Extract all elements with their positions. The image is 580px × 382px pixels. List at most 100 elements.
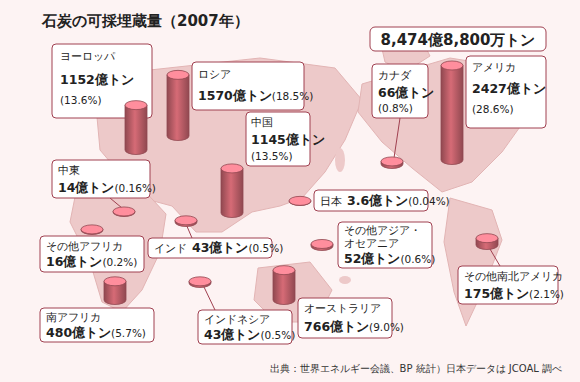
cylinder-top [167, 70, 189, 79]
value-label: 52億トン [344, 251, 400, 266]
data-label: 中東 [58, 164, 80, 176]
cylinder [311, 239, 333, 250]
cylinder [381, 157, 403, 169]
label-box [192, 62, 304, 110]
labels: ヨーロッパ 1152億トン (13.6%) ロシア 1570億トン(18.5%) 中国 11… [40, 44, 564, 344]
data-label: その他アフリカ [46, 240, 123, 252]
cylinder-top [113, 207, 135, 216]
value-label: 2427億トン [472, 81, 546, 96]
cylinder-top [189, 277, 211, 286]
cylinder [476, 234, 498, 250]
category-label: インド [154, 242, 187, 254]
cylinder [125, 101, 147, 155]
background [0, 0, 580, 382]
data-label: 1570億トン(18.5%) [198, 88, 313, 103]
value-label: 43億トン [192, 240, 248, 255]
data-label: 480億トン(5.7%) [46, 325, 146, 340]
category-label: 中国 [251, 116, 273, 128]
land [335, 148, 345, 172]
cylinder-top [273, 266, 295, 275]
cylinder [167, 70, 189, 140]
value-label: 66億トン [378, 85, 434, 100]
category-label: オセアニア [344, 237, 399, 249]
share-label: (0.2%) [102, 256, 137, 268]
cylinder-body [125, 105, 147, 154]
data-label: 日本3.6億トン(0.04%) [320, 193, 450, 208]
label-box [466, 56, 546, 128]
share-label: (0.5%) [260, 329, 295, 341]
cylinder-top [476, 234, 498, 243]
cylinder-body [167, 75, 189, 141]
data-label: 175億トン(2.1%) [464, 286, 564, 301]
title: 石炭の可採埋蔵量（2007年） [41, 12, 249, 30]
value-label: 1145億トン [251, 132, 325, 147]
label-box [40, 308, 154, 342]
data-label: 2427億トン [472, 81, 546, 96]
share-label: (0.16%) [114, 182, 156, 194]
data-label: (13.6%) [60, 94, 102, 106]
cylinder-top [81, 225, 103, 234]
data-label: 1145億トン [251, 132, 325, 147]
data-label: 43億トン(0.5%) [204, 327, 295, 342]
data-label: オーストラリア [304, 302, 381, 314]
cylinder [273, 266, 295, 305]
data-label: インド 43億トン(0.5%) [154, 240, 283, 255]
connector [490, 249, 500, 266]
category-label: 日本 [320, 195, 342, 207]
data-label: 南アフリカ [46, 311, 101, 323]
cylinder-top [221, 164, 243, 173]
cylinder-body [221, 168, 243, 217]
connector [110, 198, 122, 208]
data-label: ヨーロッパ [60, 50, 116, 62]
share-label: (18.5%) [272, 90, 314, 102]
total-label: 8,474億8,800万トン [381, 31, 536, 49]
data-label: インドネシア [204, 313, 270, 325]
total-box [370, 27, 546, 51]
cylinder-body [273, 270, 295, 304]
connector [394, 118, 400, 158]
data-label: カナダ [378, 69, 412, 81]
value-label: 1152億トン [60, 72, 134, 87]
value-label: 3.6億トン [347, 193, 408, 208]
data-label: アメリカ [472, 61, 516, 73]
cylinder [189, 277, 211, 288]
share-label: (2.1%) [529, 288, 564, 300]
share-label: (28.6%) [472, 103, 514, 115]
value-label: 480億トン [46, 325, 111, 340]
value-label: 766億トン [304, 319, 369, 334]
data-label: 中国 [251, 116, 273, 128]
share-label: (13.5%) [251, 150, 293, 162]
category-label: アメリカ [472, 61, 516, 73]
source: 出典：世界エネルギー会議、BP 統計）日本データは JCOAL 調べ [270, 363, 562, 374]
cylinder-top [175, 216, 197, 225]
cylinder [81, 225, 103, 235]
land [444, 198, 502, 326]
data-label: ロシア [198, 68, 231, 80]
cylinder [441, 61, 463, 165]
category-label: その他アジア・ [344, 224, 421, 236]
share-label: (9.0%) [369, 321, 404, 333]
cylinder [175, 216, 197, 227]
category-label: 南アフリカ [46, 311, 101, 323]
category-label: その他南北アメリカ [464, 270, 563, 282]
connector [204, 287, 215, 310]
data-label: その他南北アメリカ [464, 270, 563, 282]
cylinder [289, 196, 311, 205]
data-label: 14億トン(0.16%) [58, 180, 156, 195]
data-label: 16億トン(0.2%) [46, 254, 137, 269]
cylinder [221, 164, 243, 218]
cylinder-top [311, 239, 333, 248]
value-label: 175億トン [464, 286, 529, 301]
category-label: ロシア [198, 68, 231, 80]
category-label: その他アフリカ [46, 240, 123, 252]
share-label: (0.6%) [400, 253, 435, 265]
value-label: 1570億トン [198, 88, 272, 103]
cylinder-body [441, 65, 463, 164]
share-label: (0.5%) [248, 242, 283, 254]
label-box [40, 236, 144, 272]
cylinder-top [289, 196, 311, 205]
data-label: (28.6%) [472, 103, 514, 115]
share-label: (5.7%) [111, 327, 146, 339]
cylinder-top [381, 157, 403, 166]
marks [81, 61, 498, 305]
